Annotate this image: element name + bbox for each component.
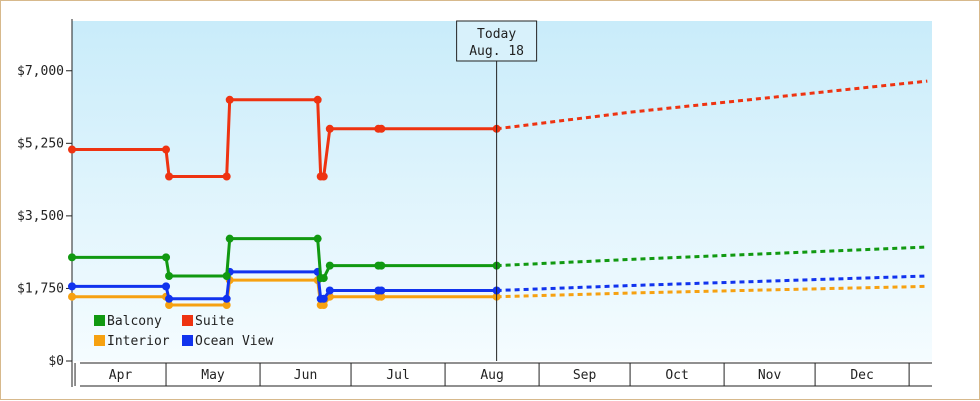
data-point: [319, 274, 328, 283]
data-point: [162, 282, 171, 291]
y-tick-label: $0: [48, 354, 64, 369]
y-tick-label: $7,000: [17, 64, 64, 79]
today-marker: Today Aug. 18: [456, 20, 538, 361]
data-point: [377, 286, 386, 295]
data-point: [319, 301, 328, 310]
y-tick-label: $3,500: [17, 209, 64, 224]
data-point: [325, 124, 334, 133]
x-axis: Apr May Jun Jul Aug Sep Oct Nov Dec: [74, 362, 932, 387]
data-point: [377, 292, 386, 301]
data-point: [162, 145, 171, 154]
legend-label: Ocean View: [195, 334, 273, 349]
legend: Balcony Suite Interior Ocean View: [94, 314, 273, 349]
legend-swatch: [94, 335, 105, 346]
series-forecast-suite: [496, 79, 928, 131]
data-point: [377, 261, 386, 270]
legend-label: Interior: [107, 334, 170, 349]
today-date-label: Aug. 18: [469, 44, 524, 59]
x-tick-label: Aug: [480, 368, 503, 383]
legend-swatch: [182, 335, 193, 346]
x-tick-label: Dec: [850, 368, 873, 383]
y-tick-label: $1,750: [17, 281, 64, 296]
data-point: [222, 172, 231, 181]
data-point: [325, 261, 334, 270]
data-point: [225, 234, 234, 243]
series-layer: [68, 79, 928, 310]
today-box: [456, 20, 538, 62]
x-tick-label: Apr: [109, 368, 133, 383]
data-point: [68, 253, 76, 262]
data-point: [222, 272, 231, 280]
data-point: [165, 172, 174, 181]
data-point: [319, 294, 328, 303]
data-point: [162, 253, 171, 262]
data-point: [222, 301, 231, 310]
x-tick-label: Oct: [665, 368, 688, 383]
x-tick-label: Nov: [758, 368, 782, 383]
data-point: [325, 286, 334, 295]
data-point: [225, 95, 234, 104]
legend-swatch: [182, 315, 193, 326]
data-point: [313, 234, 322, 243]
data-point: [68, 145, 76, 154]
data-point: [165, 272, 174, 280]
x-tick-label: Jul: [386, 368, 409, 383]
data-point: [319, 172, 328, 181]
data-point: [313, 95, 322, 104]
legend-swatch: [94, 315, 105, 326]
data-point: [165, 301, 174, 310]
data-point: [222, 294, 231, 303]
legend-label: Balcony: [107, 314, 162, 329]
data-point: [68, 292, 76, 301]
today-label: Today: [477, 27, 516, 42]
y-axis: $0 $1,750 $3,500 $5,250 $7,000: [17, 19, 73, 387]
x-tick-label: Sep: [573, 368, 597, 383]
plot-background: [72, 21, 932, 361]
legend-label: Suite: [195, 314, 234, 329]
x-tick-label: Jun: [294, 368, 317, 383]
y-tick-label: $5,250: [17, 136, 64, 151]
data-point: [165, 294, 174, 303]
data-point: [68, 282, 76, 291]
data-point: [377, 124, 386, 133]
x-tick-label: May: [201, 368, 225, 383]
